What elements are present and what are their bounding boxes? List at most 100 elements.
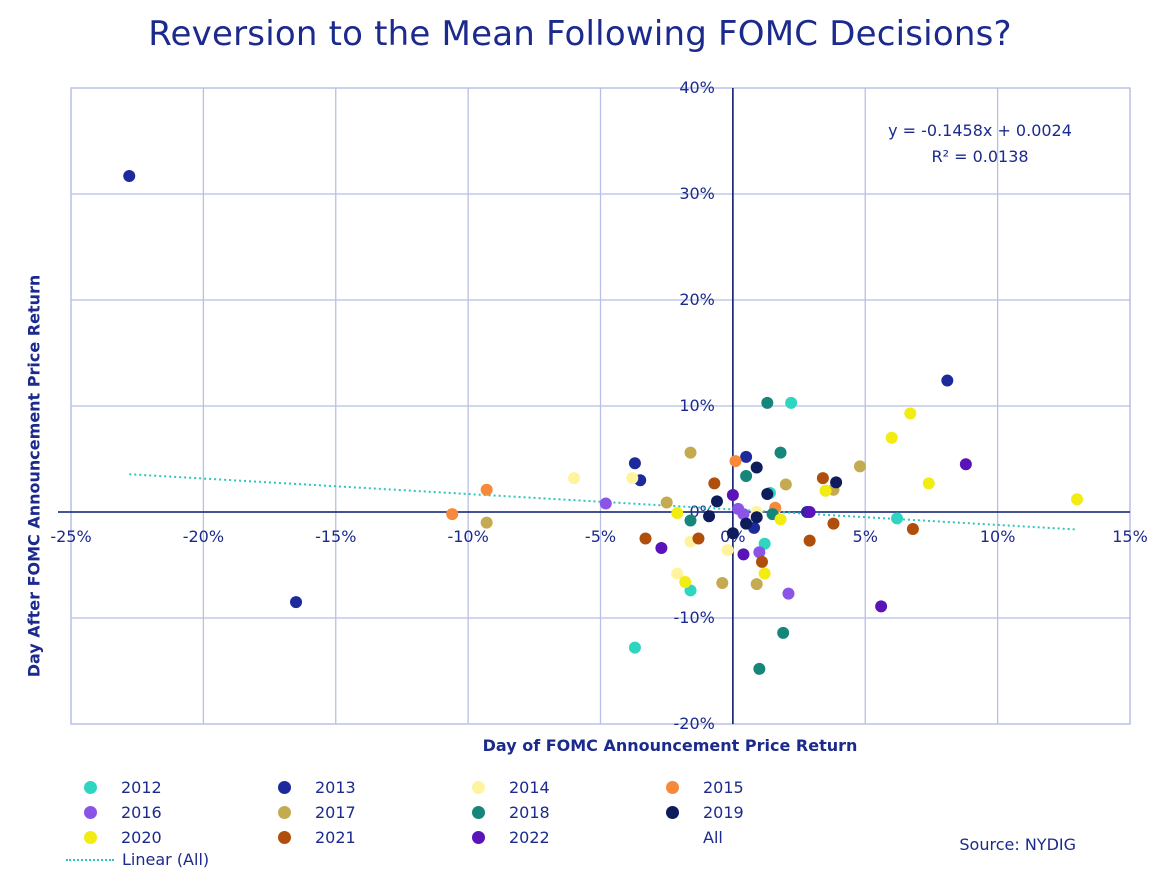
legend-item-2017: 2017 (278, 801, 472, 823)
point-2014 (568, 472, 581, 485)
point-2013 (941, 374, 954, 387)
y-tick-label: -10% (674, 608, 715, 627)
x-tick-label: -25% (50, 527, 91, 546)
point-2017 (716, 577, 729, 590)
legend-item-2016: 2016 (84, 801, 278, 823)
legend-label-trendline: Linear (All) (122, 850, 210, 869)
point-2021 (827, 517, 840, 530)
point-2020 (774, 513, 787, 526)
legend-item-2019: 2019 (666, 801, 806, 823)
legend-swatch (278, 830, 291, 844)
x-tick-label: 15% (1112, 527, 1148, 546)
point-2021 (906, 522, 919, 535)
axes (58, 88, 1130, 724)
trendline-r-squared: R² = 0.0138 (931, 147, 1029, 166)
point-2020 (922, 477, 935, 490)
data-points (123, 169, 1084, 675)
point-2018 (753, 662, 766, 675)
legend-swatch (84, 830, 97, 844)
legend-swatch (666, 831, 679, 844)
point-2017 (750, 578, 763, 591)
legend-label: All (703, 827, 723, 847)
x-tick-label: -10% (447, 527, 488, 546)
legend-label: 2019 (703, 802, 744, 822)
point-2022 (803, 506, 816, 518)
legend-item-2013: 2013 (278, 776, 472, 798)
point-2016 (782, 587, 795, 600)
x-tick-label: 5% (853, 527, 878, 546)
point-2019 (740, 517, 753, 530)
point-2021 (692, 532, 705, 545)
x-axis-label: Day of FOMC Announcement Price Return (482, 736, 858, 755)
chart-title: Reversion to the Mean Following FOMC Dec… (148, 14, 1012, 54)
point-2022 (959, 458, 972, 471)
trendline-swatch (66, 858, 114, 861)
point-2017 (480, 516, 493, 529)
legend-swatch (278, 780, 291, 794)
point-2014 (721, 544, 734, 557)
point-2022 (726, 489, 739, 502)
point-2018 (684, 514, 697, 527)
legend-item-2014: 2014 (472, 776, 666, 798)
legend-swatch (278, 805, 291, 819)
point-2020 (885, 431, 898, 444)
point-2015 (446, 508, 459, 521)
point-2012 (628, 641, 641, 654)
legend-label: 2012 (121, 777, 162, 797)
legend-label: 2022 (509, 827, 550, 847)
point-2017 (779, 478, 792, 491)
legend-label: 2014 (509, 777, 550, 797)
point-2021 (803, 534, 816, 547)
legend-swatch (84, 780, 97, 794)
point-2012 (785, 396, 798, 409)
trendline (129, 473, 1078, 531)
legend-swatch (84, 805, 97, 819)
y-tick-label: 20% (679, 290, 715, 309)
legend-label: 2017 (315, 802, 356, 822)
point-2014 (626, 472, 639, 485)
legend-label: 2020 (121, 827, 162, 847)
point-2019 (710, 495, 723, 508)
point-2022 (875, 600, 888, 613)
point-2018 (740, 469, 753, 482)
legend-swatch (666, 780, 679, 794)
point-2017 (853, 460, 866, 473)
x-tick-label: 10% (980, 527, 1016, 546)
legend-label: 2016 (121, 802, 162, 822)
point-2013 (740, 450, 753, 463)
legend-item-2021: 2021 (278, 826, 472, 848)
legend-label: 2015 (703, 777, 744, 797)
point-2019 (761, 487, 774, 500)
point-2013 (290, 596, 303, 609)
point-2016 (599, 497, 612, 510)
point-2020 (671, 507, 684, 520)
point-2019 (750, 511, 763, 524)
tick-labels: -25%-20%-15%-10%-5%0%5%10%15%-20%-10%0%1… (50, 78, 1147, 733)
legend-swatch (472, 830, 485, 844)
point-2018 (761, 396, 774, 409)
legend-label: 2013 (315, 777, 356, 797)
point-2018 (777, 626, 790, 639)
point-2013 (123, 169, 136, 182)
legend-swatch (472, 780, 485, 794)
x-tick-label: -20% (183, 527, 224, 546)
legend-swatch (472, 805, 485, 819)
y-tick-label: 40% (679, 78, 715, 97)
point-2013 (628, 457, 641, 470)
y-axis-label: Day After FOMC Announcement Price Return (24, 274, 44, 678)
point-2021 (755, 555, 768, 568)
y-tick-label: 10% (679, 396, 715, 415)
legend-label: 2018 (509, 802, 550, 822)
point-2016 (732, 502, 745, 515)
point-2021 (816, 472, 829, 485)
trendline-group (129, 473, 1078, 531)
legend-item-trendline: Linear (All) (66, 850, 209, 869)
x-tick-label: -15% (315, 527, 356, 546)
point-2022 (655, 542, 668, 555)
legend-label: 2021 (315, 827, 356, 847)
point-2020 (819, 484, 832, 497)
trendline-equation: y = -0.1458x + 0.0024 (888, 121, 1072, 140)
point-2021 (639, 532, 652, 545)
point-2017 (684, 446, 697, 459)
legend-item-2018: 2018 (472, 801, 666, 823)
